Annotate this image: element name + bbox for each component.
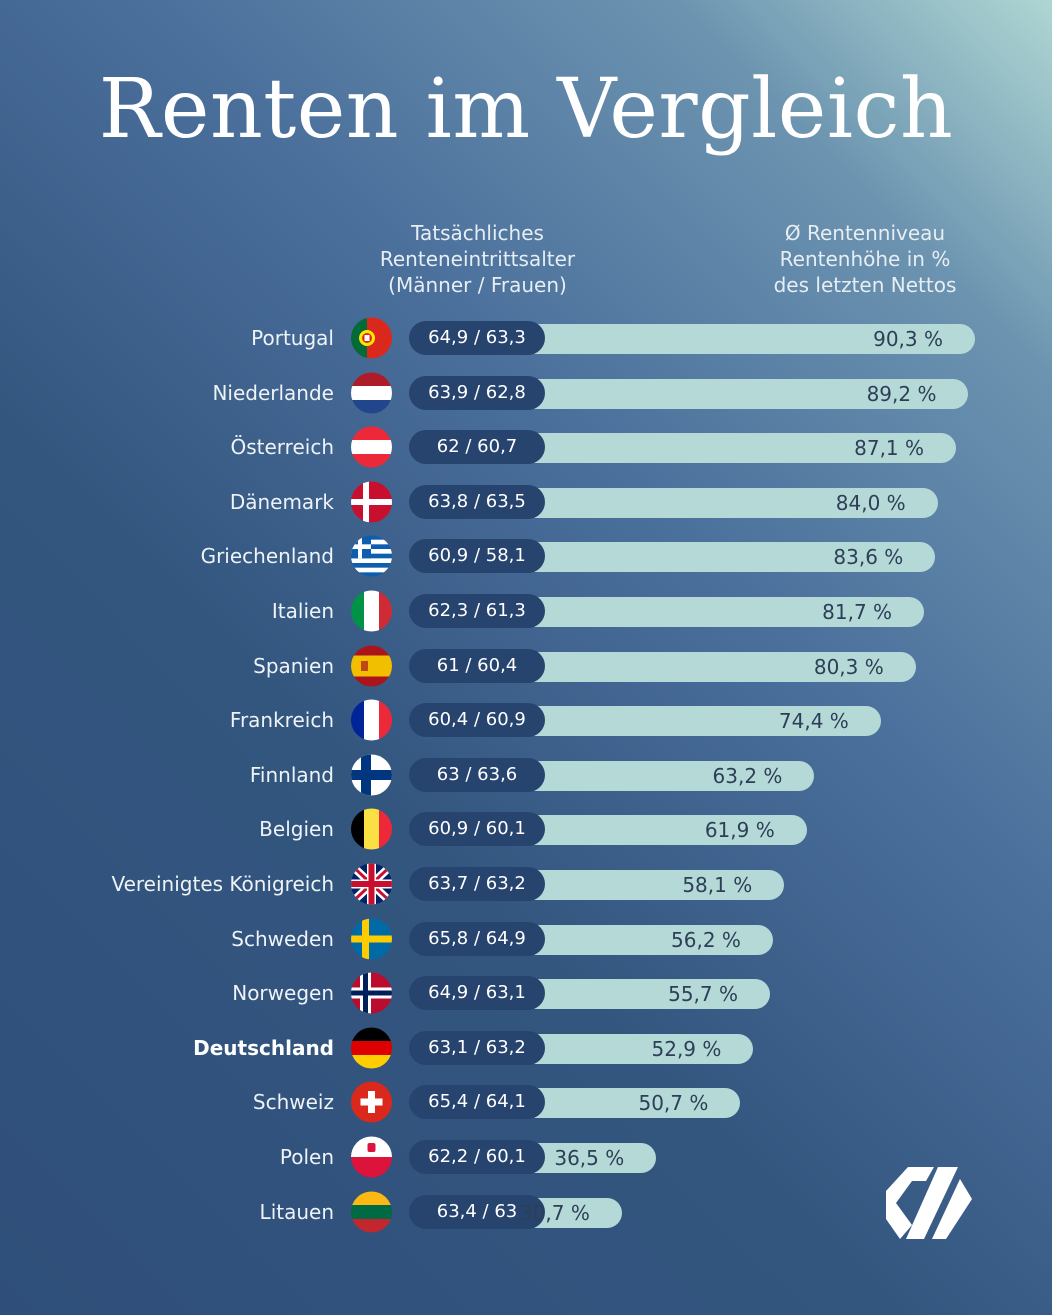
retirement-age-badge: 63,4 / 63 [409, 1194, 545, 1229]
pension-level-value: 84,0 % [835, 490, 906, 515]
page-title: Renten im Vergleich [98, 62, 954, 157]
chart-row: Norwegen 64,9 / 63,1 55,7 % [0, 972, 1052, 1014]
pension-level-value: 83,6 % [833, 545, 904, 570]
pension-level-value: 58,1 % [682, 873, 753, 897]
country-label: Schweiz [252, 1090, 334, 1115]
chart-row: Polen 62,2 / 60,1 36,5 % [0, 1136, 1052, 1178]
spain-flag-icon [349, 645, 394, 687]
retirement-age-badge: 62,3 / 61,3 [409, 594, 545, 628]
brand-logo-icon [886, 1167, 972, 1239]
retirement-age-badge: 63,7 / 63,2 [409, 867, 545, 901]
retirement-age-badge: 63,8 / 63,5 [409, 484, 545, 519]
country-label: Spanien [253, 653, 334, 678]
country-label: Norwegen [232, 981, 334, 1006]
retirement-age-badge: 62 / 60,7 [409, 430, 545, 465]
chart-row: Niederlande 63,9 / 62,8 89,2 % [0, 372, 1052, 414]
header-age-line-3: (Männer / Frauen) [388, 273, 567, 297]
chart-row: Italien 62,3 / 61,3 81,7 % [0, 590, 1052, 632]
netherlands-flag-icon [349, 372, 394, 414]
country-label: Deutschland [193, 1035, 334, 1060]
country-label: Belgien [259, 817, 334, 842]
country-label: Dänemark [229, 489, 334, 514]
pension-level-value: 56,2 % [671, 927, 741, 952]
country-label: Portugal [251, 326, 334, 350]
denmark-flag-icon [349, 481, 394, 523]
pension-level-value: 63,2 % [712, 763, 783, 788]
retirement-age-badge: 60,4 / 60,9 [409, 703, 545, 738]
pension-level-value: 89,2 % [866, 381, 937, 406]
header-age-line-1: Tatsächliches [411, 221, 544, 245]
pension-level-value: 55,7 % [668, 982, 738, 1007]
header-rate-line-1: Ø Rentenniveau [784, 221, 946, 245]
country-label: Frankreich [229, 708, 334, 733]
retirement-age-badge: 60,9 / 60,1 [409, 812, 545, 847]
retirement-age-badge: 60,9 / 58,1 [409, 539, 545, 574]
germany-flag-icon [349, 1027, 394, 1069]
chart-row: Schweiz 65,4 / 64,1 50,7 % [0, 1081, 1052, 1123]
france-flag-icon [349, 699, 394, 741]
retirement-age-badge: 63 / 63,6 [409, 757, 545, 792]
country-label: Italien [271, 599, 334, 623]
pension-level-value: 52,9 % [651, 1036, 722, 1061]
country-label: Österreich [230, 435, 335, 460]
pension-level-value: 87,1 % [854, 436, 925, 461]
finland-flag-icon [349, 754, 394, 796]
norway-flag-icon [349, 972, 394, 1014]
chart-row: Belgien 60,9 / 60,1 61,9 % [0, 808, 1052, 850]
sweden-flag-icon [349, 918, 394, 960]
country-label: Griechenland [200, 544, 334, 569]
retirement-age-badge: 61 / 60,4 [409, 648, 545, 683]
retirement-age-badge: 62,2 / 60,1 [409, 1140, 545, 1174]
country-label: Niederlande [212, 380, 334, 405]
chart-row: Dänemark 63,8 / 63,5 84,0 % [0, 481, 1052, 523]
header-rate-line-3: des letzten Nettos [773, 273, 957, 297]
retirement-age-badge: 64,9 / 63,1 [409, 976, 545, 1011]
retirement-age-badge: 65,8 / 64,9 [409, 921, 545, 956]
header-rate-line-2: Rentenhöhe in % [779, 247, 951, 271]
uk-flag-icon [349, 863, 394, 905]
pension-level-value: 80,3 % [813, 654, 884, 679]
header-retirement-age: Tatsächliches Renteneintrittsalter (Männ… [360, 220, 595, 298]
chart-row: Vereinigtes Königreich 63,7 / 63,2 58,1 % [0, 863, 1052, 905]
chart-row: Litauen 63,4 / 63 30,7 % [0, 1191, 1052, 1233]
country-label: Polen [279, 1145, 334, 1169]
chart-row: Frankreich 60,4 / 60,9 74,4 % [0, 699, 1052, 741]
chart-row: Österreich 62 / 60,7 87,1 % [0, 426, 1052, 468]
chart-row: Deutschland 63,1 / 63,2 52,9 % [0, 1027, 1052, 1069]
retirement-age-badge: 63,9 / 62,8 [409, 375, 545, 410]
country-label: Vereinigtes Königreich [111, 872, 334, 896]
pension-level-value: 36,5 % [554, 1146, 625, 1170]
belgium-flag-icon [349, 808, 394, 850]
italy-flag-icon [349, 590, 394, 632]
chart-row: Schweden 65,8 / 64,9 56,2 % [0, 918, 1052, 960]
header-age-line-2: Renteneintrittsalter [379, 247, 576, 271]
pension-level-value: 30,7 % [519, 1200, 590, 1225]
pension-level-value: 61,9 % [704, 818, 775, 843]
chart-row: Finnland 63 / 63,6 63,2 % [0, 754, 1052, 796]
poland-flag-icon [349, 1136, 394, 1178]
retirement-age-badge: 64,9 / 63,3 [409, 321, 545, 355]
austria-flag-icon [349, 426, 394, 468]
switzerland-flag-icon [349, 1081, 394, 1123]
chart-row: Portugal 64,9 / 63,3 90,3 % [0, 317, 1052, 359]
chart-row: Griechenland 60,9 / 58,1 83,6 % [0, 535, 1052, 577]
retirement-age-badge: 65,4 / 64,1 [409, 1085, 545, 1120]
lithuania-flag-icon [349, 1191, 394, 1233]
pension-level-value: 50,7 % [638, 1091, 709, 1116]
pension-level-value: 74,4 % [778, 709, 849, 734]
retirement-age-badge: 63,1 / 63,2 [409, 1030, 545, 1065]
greece-flag-icon [349, 535, 394, 577]
header-pension-level: Ø Rentenniveau Rentenhöhe in % des letzt… [745, 220, 985, 298]
portugal-flag-icon [349, 317, 394, 359]
pension-level-value: 90,3 % [873, 327, 943, 351]
country-label: Schweden [231, 926, 334, 951]
chart-row: Spanien 61 / 60,4 80,3 % [0, 645, 1052, 687]
pension-level-value: 81,7 % [822, 600, 893, 624]
country-label: Finnland [249, 762, 334, 787]
country-label: Litauen [259, 1199, 334, 1224]
